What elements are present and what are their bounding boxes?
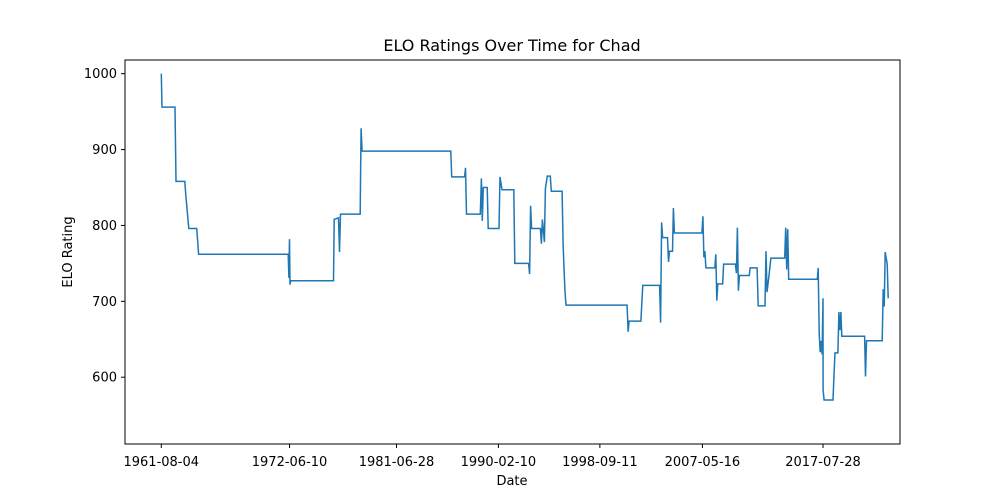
x-tick-label: 1990-02-10 (461, 455, 537, 470)
y-tick-label: 800 (92, 219, 117, 234)
x-axis-label: Date (496, 474, 527, 489)
y-axis: 600 700 800 900 1000 (84, 67, 125, 386)
plot-frame (124, 59, 901, 445)
x-tick-label: 2017-07-28 (785, 455, 861, 470)
x-tick-label: 1981-06-28 (359, 455, 435, 470)
series-line (160, 73, 889, 401)
plot-background (125, 60, 900, 444)
y-tick-label: 600 (92, 371, 117, 386)
x-tick-label: 2007-05-16 (665, 455, 741, 470)
y-tick-label: 900 (92, 143, 117, 158)
x-axis: 1961-08-04 1972-06-10 1981-06-28 1990-02-10… (123, 444, 861, 470)
y-axis-label: ELO Rating (61, 216, 76, 287)
x-tick-label: 1961-08-04 (123, 455, 199, 470)
chart-title: ELO Ratings Over Time for Chad (383, 36, 640, 55)
x-tick-label: 1998-09-11 (562, 455, 638, 470)
y-tick-label: 700 (92, 295, 117, 310)
plot-area (124, 59, 901, 445)
y-tick-label: 1000 (84, 67, 117, 82)
x-tick-label: 1972-06-10 (252, 455, 328, 470)
